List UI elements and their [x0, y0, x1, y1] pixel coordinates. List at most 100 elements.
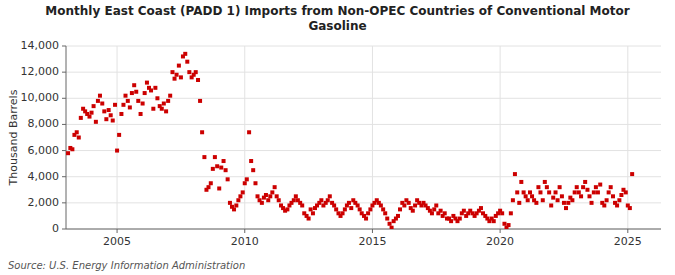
point: [558, 185, 562, 189]
point: [587, 194, 591, 198]
point: [583, 180, 587, 184]
point: [396, 214, 400, 218]
x-tick-label: 2005: [103, 235, 131, 248]
point: [198, 99, 202, 103]
y-tick-label: 0: [52, 222, 59, 235]
point: [275, 194, 279, 198]
point: [111, 119, 115, 123]
point: [238, 194, 242, 198]
point: [104, 117, 108, 121]
point: [213, 155, 217, 159]
point: [611, 194, 615, 198]
point: [349, 206, 353, 210]
point: [619, 193, 623, 197]
x-tick: [500, 229, 501, 233]
point: [570, 198, 574, 202]
point: [168, 94, 172, 98]
point: [94, 120, 98, 124]
point: [609, 185, 613, 189]
point: [217, 186, 221, 190]
point: [202, 155, 206, 159]
point: [358, 207, 362, 211]
point: [243, 181, 247, 185]
point: [398, 207, 402, 211]
point: [215, 164, 219, 168]
point: [162, 102, 166, 106]
point: [462, 209, 466, 213]
point: [309, 207, 313, 211]
point: [130, 91, 134, 95]
point: [551, 196, 555, 200]
grid-line-y: [66, 72, 661, 73]
point: [307, 217, 311, 221]
point: [149, 88, 153, 92]
point: [449, 219, 453, 223]
x-tick-label: 2020: [486, 235, 514, 248]
point: [573, 190, 577, 194]
point: [390, 226, 394, 229]
point: [507, 223, 511, 227]
point: [311, 211, 315, 215]
point: [334, 207, 338, 211]
point: [232, 207, 236, 211]
point: [226, 177, 230, 181]
point: [285, 207, 289, 211]
point: [366, 211, 370, 215]
point: [319, 198, 323, 202]
point: [136, 99, 140, 103]
point: [160, 107, 164, 111]
point: [194, 70, 198, 74]
y-tick-label: 14,000: [21, 39, 60, 52]
points: [66, 52, 634, 229]
title: Monthly East Coast (PADD 1) Imports from…: [45, 4, 629, 33]
point: [385, 217, 389, 221]
point: [87, 115, 91, 119]
point: [434, 203, 438, 207]
point: [211, 167, 215, 171]
point: [277, 198, 281, 202]
point: [219, 166, 223, 170]
point: [128, 105, 132, 109]
y-tick-label: 2,000: [28, 196, 60, 209]
y-tick-label: 8,000: [28, 117, 60, 130]
grid-line-x: [500, 46, 501, 229]
point: [75, 130, 79, 134]
point: [113, 103, 117, 107]
grid-line-x: [117, 46, 118, 229]
point: [545, 185, 549, 189]
point: [249, 159, 253, 163]
grid-line-y: [66, 176, 661, 177]
point: [266, 198, 270, 202]
point: [151, 107, 155, 111]
point: [575, 185, 579, 189]
y-tick: [62, 46, 66, 47]
point: [413, 203, 417, 207]
point: [155, 96, 159, 100]
point: [177, 64, 181, 68]
point: [560, 194, 564, 198]
point: [92, 104, 96, 108]
point: [513, 172, 517, 176]
point: [273, 185, 277, 189]
point: [121, 103, 125, 107]
y-tick: [62, 229, 66, 230]
point: [241, 190, 245, 194]
point: [206, 185, 210, 189]
y-tick: [62, 176, 66, 177]
point: [556, 198, 560, 202]
point: [388, 222, 392, 226]
point: [183, 52, 187, 56]
point: [228, 201, 232, 205]
point: [224, 168, 228, 172]
point: [209, 181, 213, 185]
point: [605, 198, 609, 202]
point: [607, 190, 611, 194]
x-tick: [244, 229, 245, 233]
point: [528, 190, 532, 194]
x-tick: [627, 229, 628, 233]
point: [109, 113, 113, 117]
point: [102, 109, 106, 113]
point: [536, 185, 540, 189]
point: [541, 198, 545, 202]
point: [379, 203, 383, 207]
